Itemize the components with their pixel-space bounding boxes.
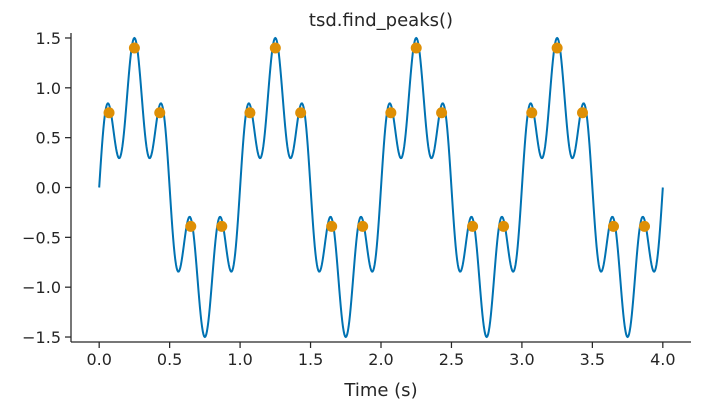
y-tick-label: 1.0 (36, 79, 61, 98)
y-tick-label: −0.5 (22, 228, 61, 247)
peak-marker (216, 220, 228, 232)
y-tick-label: 1.5 (36, 29, 61, 48)
x-tick-label: 1.0 (227, 350, 252, 369)
x-axis-label: Time (s) (343, 380, 417, 401)
peak-marker (639, 220, 650, 232)
y-tick-label: 0.0 (36, 179, 61, 198)
x-tick-label: 3.5 (580, 350, 605, 369)
peak-marker (526, 107, 538, 119)
peak-marker (154, 107, 166, 119)
x-tick-label: 0.0 (86, 350, 111, 369)
peak-marker (467, 220, 479, 232)
x-tick-label: 3.0 (509, 350, 534, 369)
peak-marker (357, 220, 369, 232)
peak-marker (185, 220, 197, 232)
chart-title: tsd.find_peaks() (309, 10, 453, 31)
peak-marker (608, 220, 619, 232)
x-tick-label: 1.5 (298, 350, 323, 369)
peak-marker (385, 107, 397, 119)
peak-marker (577, 107, 588, 119)
x-tick-label: 2.0 (368, 350, 393, 369)
peak-marker (244, 107, 256, 119)
peak-marker (269, 42, 281, 54)
peak-marker (128, 42, 140, 54)
peak-marker (551, 42, 563, 54)
plot-area (98, 36, 664, 339)
x-tick-label: 2.5 (439, 350, 464, 369)
x-tick-label: 0.5 (157, 350, 182, 369)
peak-marker (326, 220, 338, 232)
x-tick-label: 4.0 (650, 350, 675, 369)
peak-marker (295, 107, 307, 119)
x-axis-ticks: 0.0 0.5 1.0 1.5 2.0 2.5 3.0 3.5 4.0 (86, 342, 676, 369)
peak-marker (436, 107, 448, 119)
y-tick-label: 0.5 (36, 129, 61, 148)
y-tick-label: −1.0 (22, 278, 61, 297)
peak-marker (410, 42, 422, 54)
peak-marker (103, 107, 115, 119)
signal-line (98, 36, 664, 339)
y-tick-label: −1.5 (22, 328, 61, 347)
peak-marker (498, 220, 510, 232)
y-axis-ticks: −1.5 −1.0 −0.5 0.0 0.5 1.0 1.5 (22, 29, 71, 347)
